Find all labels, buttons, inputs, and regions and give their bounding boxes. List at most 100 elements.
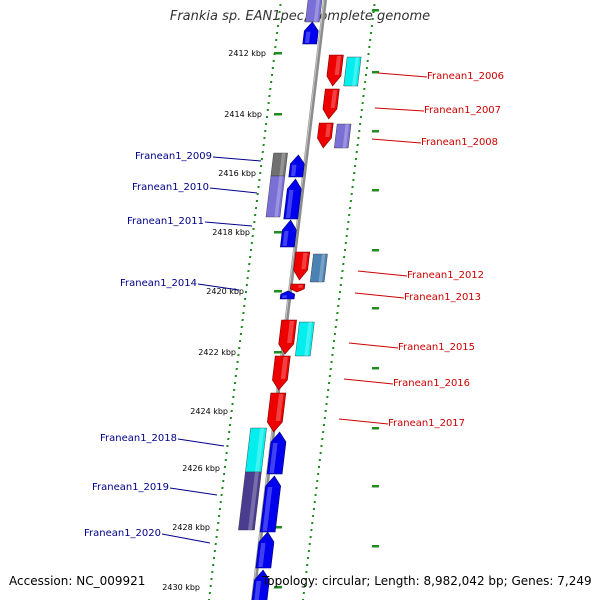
gene-arrow-reverse [255, 531, 275, 569]
right-track-boundary-dot [331, 354, 334, 356]
right-track-boundary-dot [371, 18, 374, 20]
right-track-boundary-dot [354, 158, 358, 160]
left-track-boundary-dot [213, 550, 216, 552]
left-track-boundary-dot [246, 277, 249, 279]
kbp-tick-mark [273, 52, 283, 55]
right-track-boundary-dot [370, 25, 373, 27]
right-track-boundary-dot [315, 487, 318, 489]
gene-leader-line [343, 378, 394, 385]
left-track-boundary-dot [252, 228, 255, 230]
left-track-boundary-dot [231, 403, 234, 405]
left-track-boundary-dot [211, 571, 214, 573]
gene-arrow-forward-shine [298, 285, 303, 288]
gene-label-forward: Franean1_2016 [393, 378, 470, 389]
left-track-boundary-dot [270, 81, 273, 83]
gene-leader-line [374, 107, 425, 112]
gene-label-reverse: Franean1_2019 [92, 482, 169, 493]
gene-block-slate [334, 123, 352, 149]
gene-arrow-reverse [288, 154, 305, 178]
gene-leader-line [338, 418, 389, 425]
gene-block-steel [309, 253, 328, 283]
gene-block-indigo [238, 471, 262, 531]
right-track-boundary-dot [310, 529, 313, 531]
left-track-boundary-dot [237, 354, 240, 356]
right-track-boundary-dot [332, 340, 336, 342]
right-track-boundary-dot [332, 347, 335, 349]
gene-arrow-reverse-shine [262, 487, 273, 531]
right-track-boundary-dot [312, 508, 316, 510]
left-track-boundary-dot [255, 200, 258, 202]
gene-leader-line [209, 187, 258, 194]
right-track-boundary-dot [318, 459, 321, 461]
left-track-boundary-dot [258, 179, 261, 181]
left-track-boundary-dot [259, 172, 262, 174]
right-tick-mark [371, 9, 380, 12]
left-track-boundary-dot [218, 508, 222, 510]
left-track-boundary-dot [239, 333, 243, 335]
right-track-boundary-dot [356, 144, 359, 146]
gene-block-slate [305, 0, 323, 23]
gene-leader-line [212, 156, 262, 162]
gene-leader-line [357, 270, 408, 277]
right-track-boundary-dot [333, 333, 337, 335]
left-track-boundary-dot [247, 270, 250, 272]
left-track-boundary-dot [277, 18, 280, 20]
right-track-boundary-dot [334, 326, 337, 328]
kbp-label: 2412 kbp [228, 49, 266, 58]
gene-arrow-reverse [279, 290, 296, 300]
right-track-boundary-dot [369, 39, 372, 41]
left-track-boundary-dot [242, 312, 245, 314]
gene-block-slate [265, 175, 286, 218]
left-track-boundary-dot [228, 424, 232, 426]
left-track-boundary-dot [228, 431, 231, 433]
right-track-boundary-dot [327, 389, 330, 391]
right-track-boundary-dot [353, 165, 357, 167]
right-track-boundary-dot [319, 452, 322, 454]
gene-label-reverse: Franean1_2020 [84, 528, 161, 539]
map-strip [207, 0, 380, 600]
right-track-boundary-dot [349, 200, 352, 202]
left-track-boundary-dot [269, 88, 272, 90]
right-track-boundary-dot [364, 81, 367, 83]
right-track-boundary-dot [345, 235, 348, 237]
left-track-boundary-dot [264, 130, 267, 132]
right-track-boundary-dot [314, 494, 317, 496]
right-tick-mark [371, 367, 380, 370]
gene-leader-line [371, 138, 422, 144]
right-track-boundary-dot [346, 228, 349, 230]
right-track-boundary-dot [367, 53, 370, 55]
left-track-boundary-dot [210, 578, 213, 580]
kbp-label: 2418 kbp [212, 228, 250, 237]
genome-title: Frankia sp. EAN1pec, complete genome [169, 9, 431, 24]
right-track-boundary-dot [326, 396, 329, 398]
left-track-boundary-dot [253, 221, 256, 223]
gene-label-reverse: Franean1_2018 [100, 433, 177, 444]
right-tick-mark [371, 427, 380, 430]
kbp-label: 2416 kbp [218, 169, 256, 178]
right-track-boundary-dot [304, 578, 307, 580]
gene-arrow-reverse-shine [282, 295, 287, 299]
right-track-boundary-dot [335, 319, 338, 321]
gene-label-reverse: Franean1_2009 [135, 151, 212, 162]
right-track-boundary-dot [336, 312, 339, 314]
kbp-label: 2430 kbp [162, 583, 200, 592]
right-track-boundary-dot [363, 88, 366, 90]
right-track-boundary-dot [358, 130, 361, 132]
gene-block-cyan [343, 56, 362, 87]
right-track-boundary-dot [348, 214, 351, 216]
gene-arrow-forward-shine [280, 357, 288, 379]
gene-label-reverse: Franean1_2011 [127, 216, 204, 227]
left-track-boundary-dot [256, 193, 259, 195]
right-track-boundary-dot [348, 207, 352, 209]
gene-arrow-forward-shine [301, 253, 308, 269]
right-track-boundary-dot [307, 550, 310, 552]
gene-leader-line [169, 487, 218, 496]
right-tick-mark [371, 307, 380, 310]
left-track-boundary-dot [251, 235, 254, 237]
right-track-boundary-dot [323, 417, 326, 419]
right-track-boundary-dot [325, 403, 328, 405]
kbp-label: 2428 kbp [172, 523, 210, 532]
gene-block-slate-shine [274, 176, 283, 217]
